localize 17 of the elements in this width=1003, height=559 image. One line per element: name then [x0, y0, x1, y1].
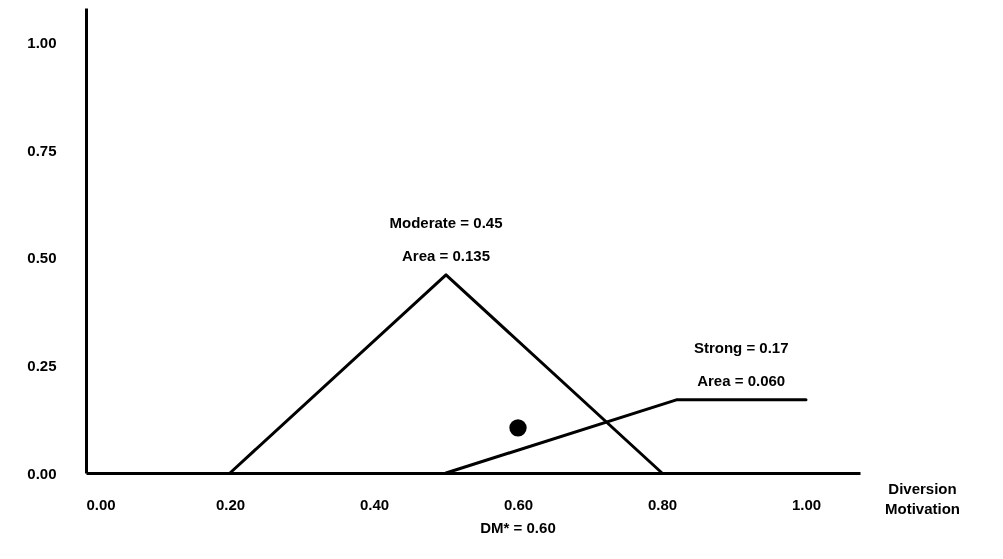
x-axis-title: Diversion Motivation: [885, 479, 960, 517]
y-tick-label: 0.75: [27, 141, 57, 159]
y-tick-label: 0.25: [27, 356, 57, 374]
y-tick-label: 0.00: [27, 464, 57, 482]
x-tick-label: 0.20: [215, 495, 246, 513]
x-tick-label: 0.80: [647, 495, 678, 513]
x-tick-label: 1.00: [791, 495, 822, 513]
y-tick-label: 1.00: [27, 33, 57, 51]
annotation: Moderate = 0.45: [389, 213, 503, 231]
text: DM* = 0.60: [480, 519, 556, 536]
annotation: Strong = 0.17: [693, 338, 789, 356]
annotation: Area = 0.135: [402, 246, 490, 264]
x-tick-label: 0.00: [86, 495, 116, 513]
annotation: Area = 0.060: [697, 371, 786, 389]
y-tick-label: 0.50: [27, 249, 57, 267]
x-tick-label: 0.40: [359, 495, 390, 513]
x-tick-label: 0.60: [503, 495, 534, 513]
